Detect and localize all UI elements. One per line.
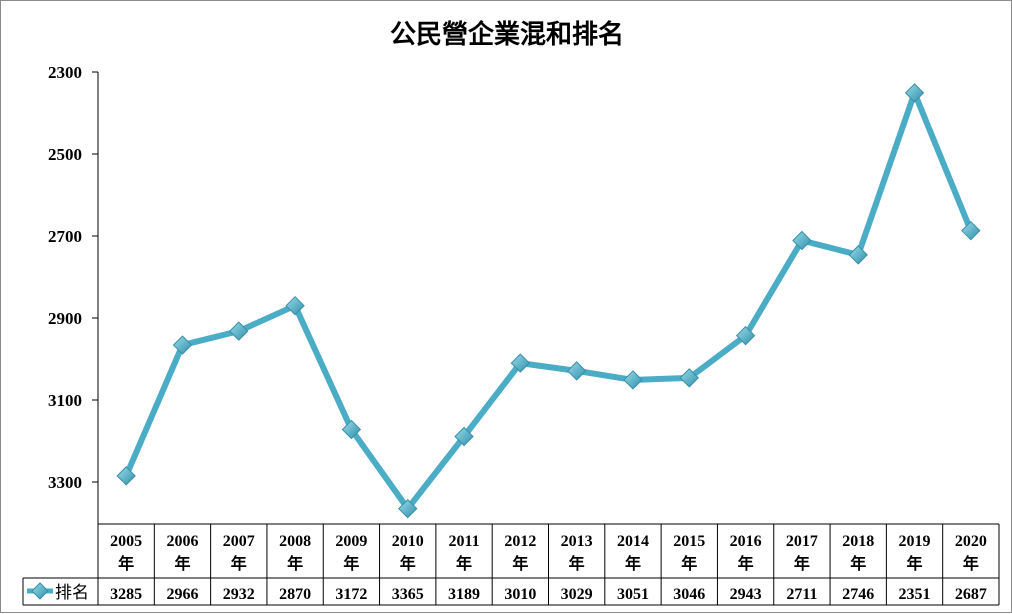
x-category-year: 2006 [166,533,198,550]
data-point-marker [116,466,136,486]
series-line [116,83,981,519]
x-category-year: 2020 [955,533,987,550]
chart-title: 公民營企業混和排名 [390,19,624,50]
x-category-year: 2019 [899,533,931,550]
x-category-year: 2005 [110,533,142,550]
x-category-suffix: 年 [850,554,866,573]
x-category-year: 2013 [561,533,593,550]
x-category-suffix: 年 [569,554,585,573]
x-category-suffix: 年 [343,554,359,573]
x-category-suffix: 年 [231,554,247,573]
data-table-value: 3365 [392,586,424,603]
data-point-marker [172,335,193,355]
data-point-marker [398,498,418,519]
data-point-marker [735,325,756,346]
x-category-suffix: 年 [456,554,472,573]
data-point-marker [792,230,812,251]
data-table-value: 2870 [279,586,311,603]
y-tick-label: 3100 [48,391,82,410]
data-table-value: 3010 [504,586,536,603]
x-category-suffix: 年 [400,554,416,573]
y-axis: 2300 2500 2700 2900 3100 3300 [48,63,99,524]
data-table-value: 3029 [561,586,593,603]
data-table-value: 2966 [166,586,198,603]
x-category-suffix: 年 [625,554,641,573]
x-category-suffix: 年 [963,554,979,573]
data-point-marker [285,295,305,316]
x-category-year: 2010 [392,533,424,550]
data-table-value: 3285 [110,586,142,603]
data-table-value: 2711 [786,586,817,603]
x-category-suffix: 年 [738,554,754,573]
x-category-year: 2007 [223,533,255,550]
x-category-year: 2016 [730,533,762,550]
x-category-year: 2014 [617,533,649,550]
data-table-value: 2687 [955,586,987,603]
x-category-suffix: 年 [118,554,134,573]
data-table-value: 3046 [673,586,705,603]
x-category-suffix: 年 [681,554,697,573]
x-category-year: 2017 [786,533,818,550]
data-table-value: 2932 [223,586,255,603]
data-point-marker [848,245,868,265]
data-point-marker [904,83,925,103]
y-tick-label: 3300 [48,473,82,492]
data-table: 2005 年 2006 年 2007 年 2008 年 2009 年 2010 年 2011 年 2012 年… [22,523,1000,606]
data-point-marker [454,426,474,447]
y-tick-label: 2500 [48,145,82,164]
data-table-value: 3172 [335,586,367,603]
x-category-suffix: 年 [287,554,303,573]
legend-label: 排名 [55,583,89,603]
data-table-value: 2351 [899,586,931,603]
x-category-year: 2015 [673,533,705,550]
x-category-year: 2008 [279,533,311,550]
data-point-marker [510,353,531,373]
y-tick-label: 2300 [48,63,82,82]
x-category-year: 2018 [842,533,874,550]
data-point-marker [961,220,981,241]
series-line-path [123,89,974,512]
y-tick-label: 2700 [48,227,82,246]
x-category-year: 2011 [448,533,479,550]
data-table-value: 2746 [842,586,874,603]
data-table-value: 3189 [448,586,480,603]
x-category-suffix: 年 [907,554,923,573]
data-point-marker [341,419,362,440]
data-point-marker [566,361,587,381]
data-point-marker [229,321,249,341]
y-tick-label: 2900 [48,309,82,328]
x-category-suffix: 年 [794,554,810,573]
x-category-suffix: 年 [512,554,528,573]
data-point-marker [623,370,643,390]
x-category-year: 2009 [335,533,367,550]
data-table-value: 3051 [617,586,649,603]
data-point-marker [679,368,699,388]
legend-marker-swatch [31,582,49,600]
x-category-year: 2012 [504,533,536,550]
data-table-value: 2943 [730,586,762,603]
x-category-suffix: 年 [174,554,190,573]
